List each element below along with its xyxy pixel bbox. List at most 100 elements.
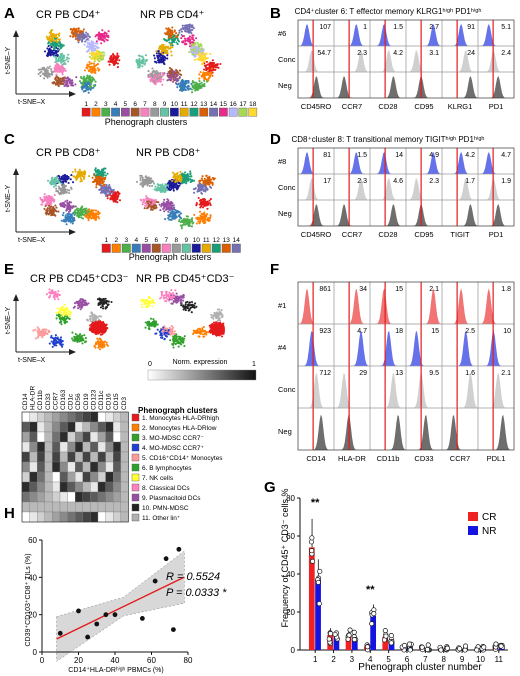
tsne-point bbox=[87, 91, 90, 94]
tsne-point bbox=[54, 336, 57, 339]
tsne-point bbox=[71, 181, 75, 184]
tsne-point bbox=[90, 71, 93, 74]
tsne-point bbox=[52, 182, 55, 186]
tsne-point bbox=[190, 225, 194, 228]
tsne-point bbox=[79, 208, 82, 211]
tsne-point bbox=[63, 59, 66, 62]
tsne-point bbox=[52, 185, 56, 188]
cluster-number: 15 bbox=[220, 101, 228, 108]
tsne-point bbox=[100, 179, 103, 182]
tsne-point bbox=[199, 179, 202, 182]
tsne-point bbox=[97, 172, 100, 175]
panel-letter-h: H bbox=[4, 505, 15, 522]
tsne-point bbox=[150, 208, 153, 211]
tsne-point bbox=[44, 205, 47, 208]
tsne-point bbox=[49, 30, 53, 33]
tsne-point bbox=[182, 219, 185, 222]
tsne-point bbox=[82, 90, 85, 93]
tsne-point bbox=[52, 212, 55, 216]
histogram-value: 1 bbox=[363, 24, 367, 31]
histogram-value: 2.4 bbox=[501, 50, 511, 57]
histogram-value: 54.7 bbox=[317, 50, 331, 57]
tsne-point bbox=[60, 81, 63, 84]
histogram-marker-label: CD95 bbox=[414, 102, 433, 111]
tsne-point bbox=[80, 174, 83, 177]
tsne-point bbox=[93, 47, 96, 50]
tsne-point bbox=[109, 193, 112, 197]
tsne-point bbox=[166, 57, 169, 60]
tsne-point bbox=[154, 83, 157, 86]
tsne-x-label-a: t-SNE–X bbox=[18, 99, 46, 106]
tsne-point bbox=[74, 205, 77, 208]
histogram-marker-label: PD1 bbox=[489, 230, 504, 239]
tsne-point bbox=[200, 54, 204, 57]
tsne-point bbox=[170, 36, 173, 39]
tsne-point bbox=[107, 193, 110, 196]
tsne-point bbox=[166, 54, 169, 57]
tsne-point bbox=[157, 187, 160, 190]
tsne-point bbox=[177, 40, 181, 43]
tsne-point bbox=[139, 174, 142, 177]
tsne-point bbox=[200, 215, 203, 218]
tsne-point bbox=[100, 176, 103, 179]
tsne-point bbox=[144, 54, 148, 57]
tsne-point bbox=[72, 204, 75, 208]
tsne-point bbox=[177, 186, 180, 189]
tsne-point bbox=[211, 59, 214, 62]
tsne-point bbox=[84, 340, 88, 343]
tsne-point bbox=[57, 85, 60, 88]
tsne-point bbox=[199, 184, 202, 187]
cluster-number: 5 bbox=[124, 101, 128, 108]
tsne-point bbox=[209, 198, 212, 201]
tsne-point bbox=[139, 198, 142, 201]
tsne-point bbox=[207, 77, 210, 80]
tsne-point bbox=[85, 38, 88, 41]
tsne-point bbox=[83, 43, 86, 46]
tsne-point bbox=[152, 69, 155, 72]
tsne-point bbox=[89, 320, 92, 323]
cluster-number: 9 bbox=[163, 101, 167, 108]
histogram-curve bbox=[442, 76, 478, 98]
tsne-point bbox=[187, 224, 190, 228]
cluster-legend-title-a: Phenograph clusters bbox=[105, 117, 188, 127]
tsne-point bbox=[201, 212, 204, 215]
tsne-point bbox=[36, 336, 39, 339]
tsne-point bbox=[62, 178, 65, 181]
tsne-point bbox=[84, 78, 87, 81]
tsne-point bbox=[74, 168, 77, 171]
tsne-point bbox=[83, 211, 86, 214]
tsne-point bbox=[92, 213, 95, 217]
tsne-point bbox=[164, 184, 167, 187]
tsne-point bbox=[99, 183, 102, 186]
tsne-point bbox=[210, 181, 213, 184]
tsne-point bbox=[200, 86, 203, 89]
tsne-point bbox=[157, 77, 160, 80]
tsne-point bbox=[103, 54, 106, 57]
tsne-point bbox=[208, 180, 211, 183]
tsne-point bbox=[171, 26, 174, 29]
tsne-point bbox=[178, 215, 181, 218]
tsne-point bbox=[62, 82, 65, 86]
tsne-point bbox=[114, 61, 118, 64]
tsne-point bbox=[198, 80, 201, 83]
tsne-point bbox=[162, 78, 165, 81]
tsne-point bbox=[192, 221, 195, 224]
tsne-point bbox=[70, 84, 73, 87]
tsne-point bbox=[166, 49, 169, 52]
tsne-point bbox=[175, 41, 178, 44]
tsne-point bbox=[153, 80, 156, 83]
tsne-point bbox=[50, 49, 53, 52]
tsne-point bbox=[201, 59, 205, 62]
tsne-point bbox=[176, 86, 179, 89]
tsne-point bbox=[143, 207, 146, 210]
tsne-point bbox=[114, 200, 117, 203]
tsne-point bbox=[95, 54, 98, 57]
tsne-point bbox=[180, 227, 183, 230]
tsne-point bbox=[180, 89, 183, 92]
tsne-point bbox=[77, 171, 81, 174]
tsne-point bbox=[106, 197, 109, 200]
tsne-point bbox=[54, 180, 57, 183]
cluster-number: 16 bbox=[230, 101, 238, 108]
cluster-swatch bbox=[81, 107, 91, 117]
cluster-swatch bbox=[150, 107, 160, 117]
